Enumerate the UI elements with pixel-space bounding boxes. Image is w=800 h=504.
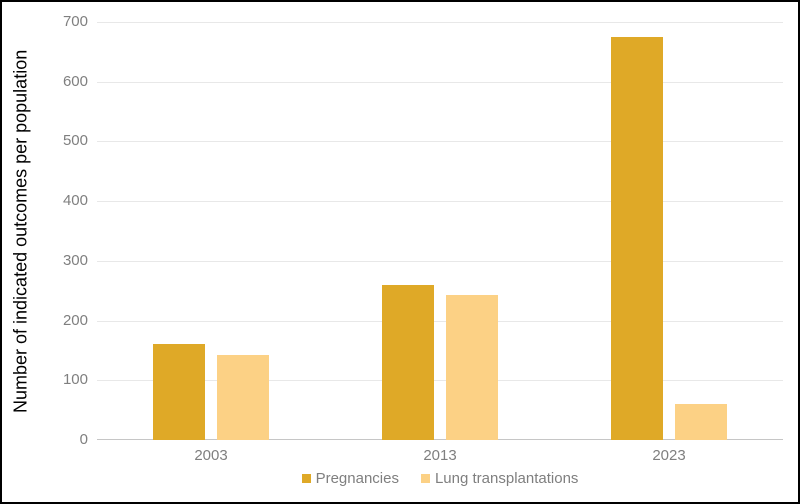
gridline <box>97 321 783 322</box>
legend-swatch-icon <box>301 474 311 483</box>
y-tick-label: 700 <box>62 13 88 30</box>
y-tick-label: 200 <box>62 311 88 329</box>
bar-pregnancies-2023 <box>611 37 663 440</box>
legend-item-lung-transplantations: Lung transplantations <box>420 470 579 487</box>
y-tick-label: 400 <box>62 192 88 210</box>
legend-item-pregnancies: Pregnancies <box>301 470 399 487</box>
plot-area <box>97 22 783 440</box>
bar-pregnancies-2003 <box>153 344 205 440</box>
x-tick-label: 2013 <box>423 447 457 464</box>
gridline <box>97 261 783 262</box>
legend-label: Lung transplantations <box>434 470 579 487</box>
x-tick-label: 2023 <box>652 447 686 464</box>
legend-swatch-icon <box>420 474 430 483</box>
y-tick-label: 600 <box>62 72 88 90</box>
bar-lung-transplantations-2023 <box>675 404 727 440</box>
gridline <box>97 82 783 83</box>
legend: Pregnancies Lung transplantations <box>97 470 783 487</box>
y-tick-label: 0 <box>79 431 88 448</box>
x-tick-label: 2003 <box>194 447 228 464</box>
y-tick-label: 100 <box>62 371 88 389</box>
y-tick-label: 300 <box>62 251 88 269</box>
gridline <box>97 201 783 202</box>
gridline <box>97 380 783 381</box>
y-axis-title: Number of indicated outcomes per populat… <box>10 49 31 413</box>
x-axis-line <box>97 439 783 440</box>
bar-pregnancies-2013 <box>382 285 434 440</box>
gridline <box>97 22 783 23</box>
y-tick-label: 500 <box>62 132 88 150</box>
bar-lung-transplantations-2013 <box>446 295 498 440</box>
legend-label: Pregnancies <box>315 470 399 487</box>
gridline <box>97 141 783 142</box>
bar-lung-transplantations-2003 <box>217 355 269 440</box>
